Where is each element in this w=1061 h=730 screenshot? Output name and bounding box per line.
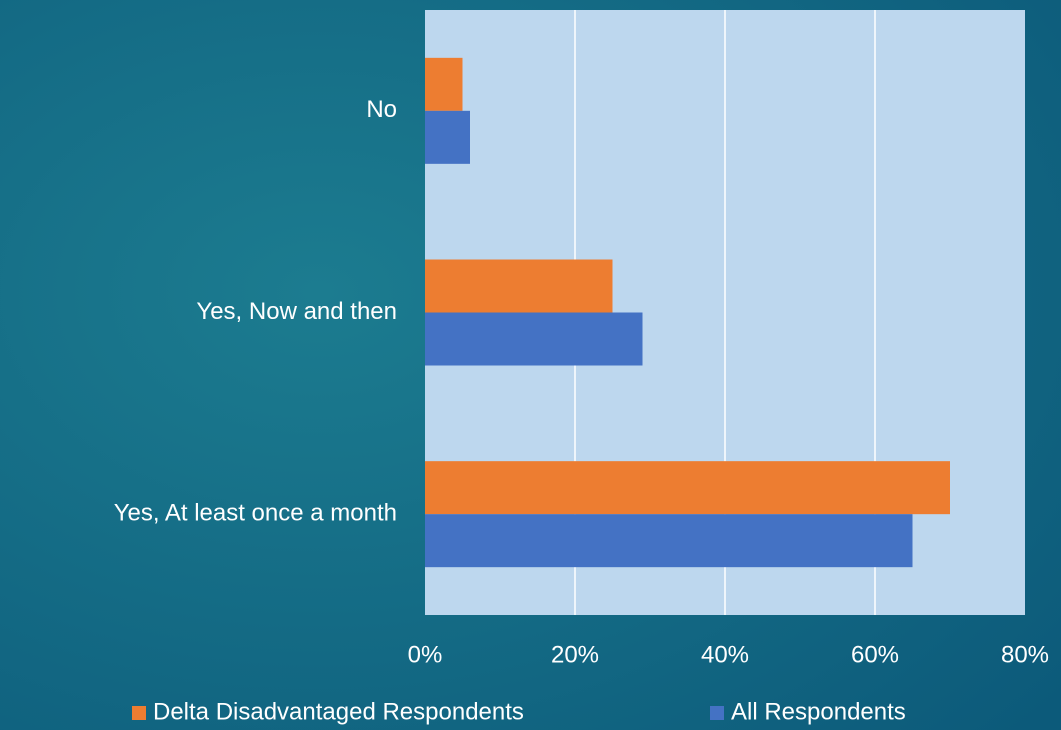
x-tick-label: 60% [851, 641, 899, 668]
x-tick-label: 80% [1001, 641, 1049, 668]
legend-label: All Respondents [731, 698, 906, 725]
legend-swatch [132, 706, 146, 720]
bar [425, 259, 613, 313]
x-tick-label: 0% [408, 641, 443, 668]
bar [425, 57, 463, 111]
bar [425, 514, 913, 568]
x-tick-label: 20% [551, 641, 599, 668]
legend-swatch [710, 706, 724, 720]
y-tick-label: Yes, Now and then [196, 298, 397, 325]
bar [425, 110, 470, 164]
x-tick-label: 40% [701, 641, 749, 668]
y-tick-label: Yes, At least once a month [114, 500, 397, 527]
bar [425, 461, 950, 515]
y-tick-label: No [366, 96, 397, 123]
bar [425, 312, 643, 366]
legend-label: Delta Disadvantaged Respondents [153, 698, 524, 725]
